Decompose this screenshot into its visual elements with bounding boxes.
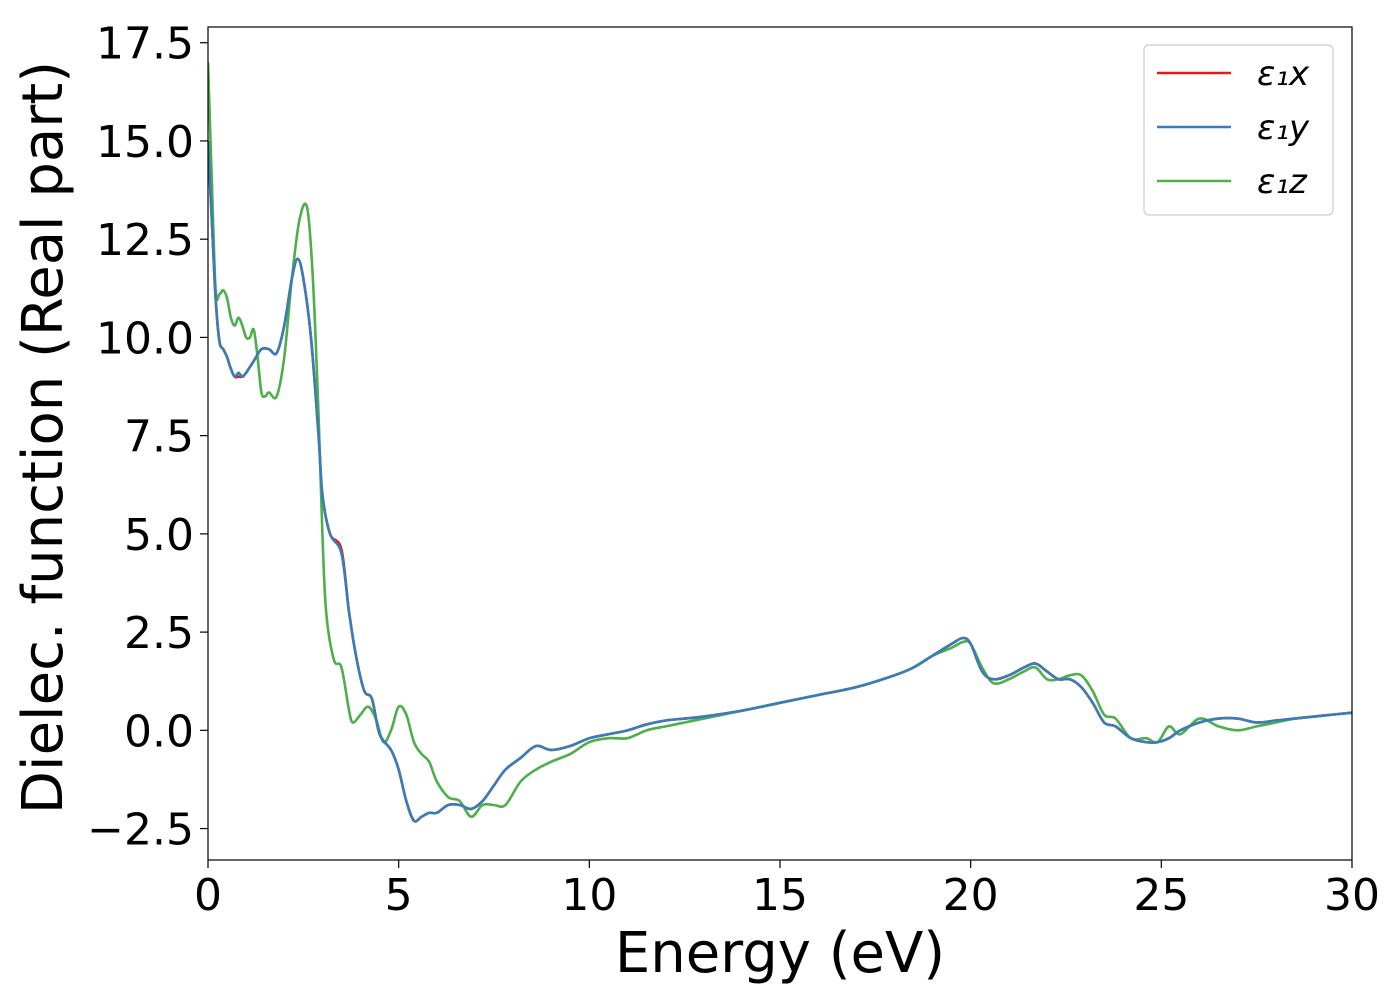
x-tick-label: 20 <box>943 870 999 921</box>
series-eps1x-line <box>208 140 1352 823</box>
x-axis-label: Energy (eV) <box>615 921 945 986</box>
series-eps1y-line <box>208 140 1352 823</box>
y-tick-label: 17.5 <box>96 19 194 70</box>
y-tick-label: 2.5 <box>124 608 194 659</box>
x-tick-label: 5 <box>385 870 413 921</box>
x-tick-label: 15 <box>752 870 808 921</box>
legend: ε₁x ε₁y ε₁z <box>1143 44 1334 216</box>
x-tick-label: 30 <box>1324 870 1380 921</box>
y-tick-label: 5.0 <box>124 510 194 561</box>
legend-box <box>1143 44 1334 216</box>
y-tick-label: −2.5 <box>87 805 194 856</box>
legend-entry-eps1y-label: ε₁y <box>1257 108 1310 148</box>
legend-entry-eps1x-label: ε₁x <box>1257 54 1310 94</box>
x-tick-label: 10 <box>561 870 617 921</box>
y-tick-label: 12.5 <box>96 215 194 266</box>
y-tick-label: 15.0 <box>96 117 194 168</box>
legend-entry-eps1z-label: ε₁z <box>1257 162 1308 202</box>
y-axis-label: Dielec. function (Real part) <box>11 61 76 814</box>
series-eps1z-line <box>208 62 1352 819</box>
y-tick-label: 0.0 <box>124 706 194 757</box>
x-tick-label: 25 <box>1133 870 1189 921</box>
x-tick-label: 0 <box>194 870 222 921</box>
y-tick-label: 10.0 <box>96 313 194 364</box>
y-tick-label: 7.5 <box>124 412 194 463</box>
